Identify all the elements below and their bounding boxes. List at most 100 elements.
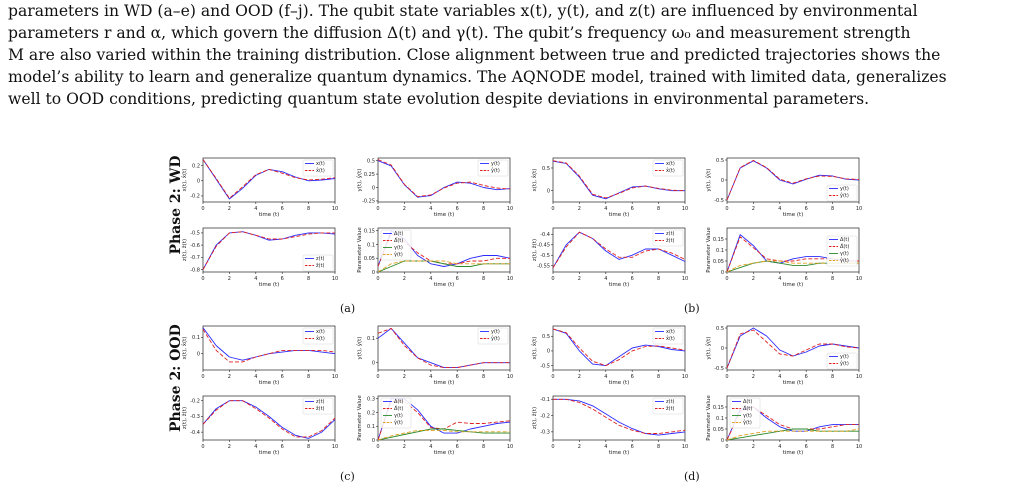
y-tick-label: -0.4 bbox=[540, 232, 550, 238]
x-tick-label: 10 bbox=[856, 206, 862, 212]
caption-line: parameters r and α, which govern the dif… bbox=[8, 24, 911, 42]
legend-label: Δ̂(t) bbox=[743, 406, 752, 412]
x-tick-label: 8 bbox=[307, 206, 310, 212]
chart-panel-c-z: 0 2 4 6 8 10 -0.2 -0.3 -0.4 time (t) z(t), ẑ(t) z(t… bbox=[181, 395, 338, 456]
y-axis-label: Parameter Value bbox=[357, 227, 363, 273]
x-tick-label: 4 bbox=[429, 206, 432, 212]
x-tick-label: 10 bbox=[682, 206, 688, 212]
x-tick-label: 10 bbox=[507, 374, 513, 380]
x-tick-label: 8 bbox=[307, 374, 310, 380]
x-tick-label: 0 bbox=[376, 374, 379, 380]
series-line-2 bbox=[202, 159, 336, 199]
y-tick-label: -0.5 bbox=[190, 231, 200, 237]
y-tick-label: 0 bbox=[372, 360, 375, 366]
legend-label: y(t) bbox=[840, 354, 849, 360]
legend: Δ(t)Δ̂(t)γ(t)γ̂(t) bbox=[380, 229, 412, 261]
chart-panel-c-y: 0 2 4 6 8 10 0.1 0 time (t) y(t), ŷ(t) y(t)ŷ(t) bbox=[356, 325, 513, 386]
y-axis-label: y(t), ŷ(t) bbox=[356, 337, 363, 360]
y-tick-label: 0 bbox=[197, 352, 200, 358]
x-tick-label: 6 bbox=[281, 206, 284, 212]
x-tick-label: 4 bbox=[254, 444, 257, 450]
series-line-2 bbox=[202, 231, 335, 270]
x-tick-label: 0 bbox=[725, 206, 728, 212]
x-tick-label: 8 bbox=[657, 444, 660, 450]
y-tick-label: -0.1 bbox=[540, 397, 550, 403]
chart-panel-b-p: 0 2 4 6 8 10 0.15 0.1 0.05 0 time (t) Parameter Val… bbox=[706, 227, 862, 288]
y-tick-label: -0.4 bbox=[190, 430, 200, 436]
y-tick-label: -0.8 bbox=[190, 267, 200, 273]
y-tick-label: 0 bbox=[721, 346, 724, 352]
legend: z(t)ẑ(t) bbox=[302, 254, 334, 272]
legend-label: ŷ(t) bbox=[840, 192, 849, 199]
x-tick-label: 0 bbox=[551, 444, 554, 450]
x-tick-label: 4 bbox=[778, 444, 781, 450]
y-axis-label: x(t), x̂(t) bbox=[182, 169, 188, 192]
x-axis-label: time (t) bbox=[259, 450, 280, 456]
legend-label: y(t) bbox=[491, 329, 500, 335]
legend-label: ẑ(t) bbox=[666, 237, 675, 244]
chart-panel-c-p: 0 2 4 6 8 10 0.3 0.2 0.1 0 time (t) Parameter Value… bbox=[357, 395, 513, 456]
x-tick-label: 10 bbox=[682, 374, 688, 380]
y-tick-label: -0.2 bbox=[190, 399, 200, 405]
y-tick-label: -0.55 bbox=[537, 264, 550, 270]
legend-label: Δ̂(t) bbox=[394, 406, 403, 412]
x-tick-label: 4 bbox=[429, 374, 432, 380]
subfigure-label-b: (b) bbox=[684, 302, 700, 315]
series-line-2 bbox=[552, 328, 686, 367]
legend-label: Δ̂(t) bbox=[840, 244, 849, 250]
legend-box bbox=[302, 254, 334, 272]
x-tick-label: 0 bbox=[201, 276, 204, 282]
x-tick-label: 10 bbox=[332, 444, 338, 450]
y-tick-label: 0.5 bbox=[542, 334, 550, 340]
x-tick-label: 6 bbox=[805, 276, 808, 282]
x-tick-label: 2 bbox=[403, 206, 406, 212]
y-tick-label: 0 bbox=[547, 349, 550, 355]
series-line-1 bbox=[553, 398, 686, 436]
y-tick-label: 0.1 bbox=[367, 336, 375, 342]
x-tick-label: 8 bbox=[831, 444, 834, 450]
x-tick-label: 2 bbox=[578, 374, 581, 380]
legend-label: γ(t) bbox=[394, 245, 403, 251]
y-axis-label: x(t), x̂(t) bbox=[532, 169, 538, 192]
x-tick-label: 2 bbox=[403, 444, 406, 450]
legend-label: x(t) bbox=[666, 329, 675, 335]
legend: z(t)ẑ(t) bbox=[652, 229, 684, 247]
x-tick-label: 6 bbox=[281, 444, 284, 450]
x-tick-label: 10 bbox=[682, 276, 688, 282]
chart-panel-a-p: 0 2 4 6 8 10 0.15 0.1 0.05 0 time (t) Parameter Val… bbox=[357, 227, 513, 288]
y-tick-label: 0.15 bbox=[713, 237, 724, 243]
y-tick-label: 0 bbox=[372, 185, 375, 191]
series-line-2 bbox=[726, 329, 860, 369]
x-axis-label: time (t) bbox=[783, 282, 804, 288]
y-tick-label: 0.1 bbox=[367, 242, 375, 248]
x-tick-label: 8 bbox=[482, 276, 485, 282]
x-tick-label: 8 bbox=[482, 374, 485, 380]
x-axis-label: time (t) bbox=[609, 450, 630, 456]
legend-label: γ̂(t) bbox=[394, 252, 403, 258]
x-tick-label: 2 bbox=[403, 374, 406, 380]
x-tick-label: 6 bbox=[456, 276, 459, 282]
series-line-2 bbox=[552, 231, 686, 269]
y-tick-label: 0.15 bbox=[364, 229, 375, 235]
plot-frame bbox=[377, 227, 511, 273]
y-tick-label: -0.45 bbox=[537, 243, 550, 249]
legend-label: z(t) bbox=[316, 256, 325, 262]
legend-label: ẑ(t) bbox=[316, 405, 325, 412]
legend: x(t)x̂(t) bbox=[302, 159, 334, 177]
y-axis-label: x(t), x̂(t) bbox=[532, 337, 538, 360]
series-line-4 bbox=[377, 429, 510, 441]
legend: z(t)ẑ(t) bbox=[652, 397, 684, 415]
legend-box bbox=[652, 327, 684, 345]
x-axis-label: time (t) bbox=[259, 380, 280, 386]
x-tick-label: 4 bbox=[778, 206, 781, 212]
y-tick-label: -0.5 bbox=[714, 198, 724, 204]
y-tick-label: -0.25 bbox=[362, 199, 375, 205]
legend-box bbox=[302, 327, 334, 345]
x-tick-label: 6 bbox=[631, 206, 634, 212]
chart-panel-c-x: 0 2 4 6 8 10 0.1 0 time (t) x(t), x̂(t) x(t)x̂(t) bbox=[182, 325, 338, 386]
subfigure-label-c: (c) bbox=[340, 470, 355, 483]
legend: y(t)ŷ(t) bbox=[477, 327, 509, 345]
y-tick-label: 0.5 bbox=[542, 166, 550, 172]
